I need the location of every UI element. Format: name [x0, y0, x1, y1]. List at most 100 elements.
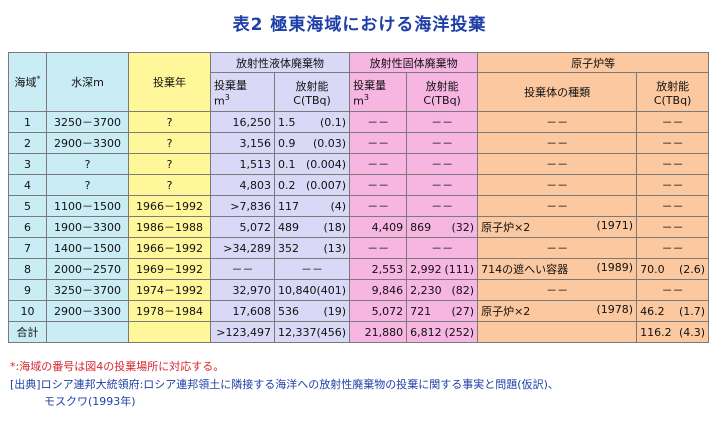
liquid-amount-cell: 17,608 — [210, 300, 275, 322]
liquid-amount-cell: 16,250 — [210, 111, 275, 133]
header-area: 海域* — [8, 52, 47, 112]
depth-cell: ? — [46, 153, 129, 175]
liquid-radio-cell: －－ — [273, 258, 351, 280]
depth-cell: 1100－1500 — [46, 195, 129, 217]
liquid-radio-cell: 0.9 (0.03) — [273, 132, 351, 154]
solid-amount-cell: 5,072 — [349, 300, 408, 322]
reactor-radio-cell: －－ — [636, 237, 710, 259]
reactor-radio-cell: －－ — [636, 111, 710, 133]
solid-amount-cell: －－ — [349, 132, 408, 154]
reactor-type-cell: －－ — [477, 111, 638, 133]
reactor-type-cell: －－ — [477, 132, 638, 154]
depth-cell — [46, 321, 129, 343]
area-cell: 5 — [8, 195, 47, 217]
reactor-radio-cell: －－ — [636, 279, 710, 301]
depth-cell: 2900－3300 — [46, 132, 129, 154]
area-cell: 7 — [8, 237, 47, 259]
reactor-type-cell: 原子炉×2 (1978) — [477, 300, 638, 322]
year-cell: 1966－1992 — [128, 195, 211, 217]
reactor-type-cell: －－ — [477, 174, 638, 196]
reactor-type-cell: 714の遮へい容器 (1989) — [477, 258, 638, 280]
page-title: 表2 極東海域における海洋投棄 — [232, 15, 487, 35]
total-row: 合計 >123,497 12,337 (456) 21,880 6,812 (252) 116… — [8, 321, 710, 343]
header-liquid-group: 放射性液体廃棄物 — [209, 52, 351, 73]
area-cell: 3 — [8, 153, 47, 175]
solid-radio-cell: 2,992 (111) — [406, 258, 479, 280]
liquid-radio-cell: 0.2 (0.007) — [273, 174, 351, 196]
table-row: 10 2900－3300 1978－1984 17,608 536 (19) 5,072 72… — [8, 300, 710, 322]
reactor-radio-cell: －－ — [636, 153, 710, 175]
liquid-radio-cell: 117 (4) — [273, 195, 351, 217]
solid-radio-cell: －－ — [406, 153, 479, 175]
solid-radio-cell: －－ — [406, 237, 479, 259]
reactor-radio-cell: －－ — [636, 195, 710, 217]
area-cell: 8 — [8, 258, 47, 280]
liquid-amount-cell: 3,156 — [210, 132, 275, 154]
table-row: 1 3250－3700? 16,250 1.5 (0.1) －－ －－ －－ －－ — [8, 111, 710, 133]
table-row: 9 3250－3700 1974－1992 32,970 10,840 (401) 9,84… — [8, 279, 710, 301]
solid-radio-cell: －－ — [406, 111, 479, 133]
year-cell: ? — [128, 153, 211, 175]
year-cell: 1966－1992 — [128, 237, 211, 259]
solid-amount-cell: －－ — [349, 111, 408, 133]
table-row: 4?? 4,803 0.2 (0.007) －－ －－ －－ －－ — [8, 174, 710, 196]
reactor-radio-cell: －－ — [636, 174, 710, 196]
liquid-radio-cell: 10,840 (401) — [273, 279, 351, 301]
depth-cell: 2000－2570 — [46, 258, 129, 280]
header-solid-amount: 投棄量 m3 — [349, 72, 408, 112]
liquid-amount-cell: >34,289 — [210, 237, 275, 259]
liquid-amount-cell: －－ — [210, 258, 275, 280]
source-line-1: [出典]ロシア連邦大統領府:ロシア連邦領土に隣接する海洋への放射性廃棄物の投棄に… — [10, 378, 559, 391]
reactor-radio-cell: 46.2 (1.7) — [636, 300, 710, 322]
solid-radio-cell: 721 (27) — [406, 300, 479, 322]
table-row: 2 2900－3300? 3,156 0.9 (0.03) －－ －－ －－ －－ — [8, 132, 710, 154]
solid-radio-cell: 869 (32) — [406, 216, 479, 238]
liquid-amount-cell: >7,836 — [210, 195, 275, 217]
total-label: 合計 — [8, 321, 47, 343]
solid-amount-cell: －－ — [349, 174, 408, 196]
area-cell: 9 — [8, 279, 47, 301]
table-row: 6 1900－3300 1986－1988 5,072 489 (18) 4,409 869(… — [8, 216, 710, 238]
year-cell: 1974－1992 — [128, 279, 211, 301]
reactor-radio-cell: －－ — [636, 132, 710, 154]
liquid-radio-cell: 489 (18) — [273, 216, 351, 238]
reactor-type-cell: －－ — [477, 153, 638, 175]
depth-cell: 3250－3700 — [46, 111, 129, 133]
header-liquid-amount: 投棄量 m3 — [210, 72, 275, 112]
liquid-amount-cell: >123,497 — [210, 321, 275, 343]
solid-radio-cell: －－ — [406, 132, 479, 154]
reactor-radio-cell: 70.0 (2.6) — [636, 258, 710, 280]
solid-amount-cell: 21,880 — [349, 321, 408, 343]
table-row: 7 1400－1500 1966－1992 >34,289 352 (13) －－ －－ －－－… — [8, 237, 710, 259]
liquid-amount-cell: 5,072 — [210, 216, 275, 238]
footnote: *:海域の番号は図4の投棄場所に対応する。 — [10, 360, 225, 373]
depth-cell: ? — [46, 174, 129, 196]
header-year: 投棄年 — [128, 52, 211, 112]
dumping-table: 海域* 水深m 投棄年 放射性液体廃棄物 放射性固体廃棄物 原子炉等 投棄量 m… — [8, 52, 710, 343]
solid-amount-cell: 9,846 — [349, 279, 408, 301]
reactor-type-cell — [477, 321, 638, 343]
table-row: 5 1100－1500 1966－1992 >7,836 117 (4) －－ －－ －－ －－ — [8, 195, 710, 217]
area-cell: 1 — [8, 111, 47, 133]
header-liquid-radio: 放射能 C(TBq) — [273, 72, 351, 112]
solid-amount-cell: －－ — [349, 237, 408, 259]
reactor-type-cell: 原子炉×2 (1971) — [477, 216, 638, 238]
liquid-radio-cell: 536 (19) — [273, 300, 351, 322]
liquid-radio-cell: 1.5 (0.1) — [273, 111, 351, 133]
year-cell: 1978－1984 — [128, 300, 211, 322]
solid-radio-cell: 6,812 (252) — [406, 321, 479, 343]
table-row: 3?? 1,513 0.1 (0.004) －－ －－ －－ －－ — [8, 153, 710, 175]
header-solid-radio: 放射能 C(TBq) — [406, 72, 479, 112]
liquid-amount-cell: 4,803 — [210, 174, 275, 196]
header-depth: 水深m — [46, 52, 129, 112]
liquid-radio-cell: 12,337 (456) — [273, 321, 351, 343]
source-line-2: モスクワ(1993年) — [44, 395, 136, 408]
solid-radio-cell: －－ — [406, 195, 479, 217]
reactor-type-cell: －－ — [477, 237, 638, 259]
solid-radio-cell: 2,230 (82) — [406, 279, 479, 301]
year-cell: ? — [128, 174, 211, 196]
liquid-amount-cell: 32,970 — [210, 279, 275, 301]
liquid-amount-cell: 1,513 — [210, 153, 275, 175]
liquid-radio-cell: 352 (13) — [273, 237, 351, 259]
year-cell: 1969－1992 — [128, 258, 211, 280]
